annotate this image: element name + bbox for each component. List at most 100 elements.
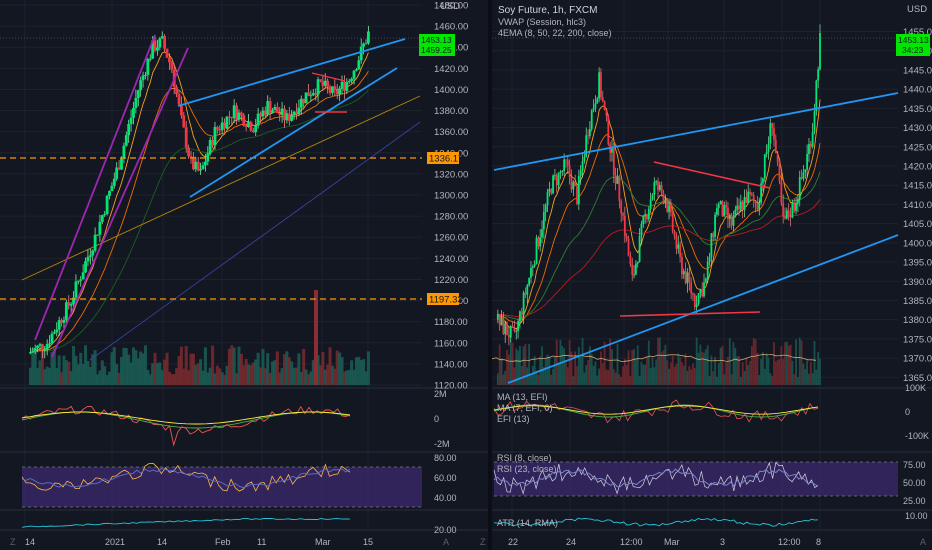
right-candle [622,213,624,216]
right-candle [710,233,713,258]
right-time-tick: 3 [720,537,725,547]
left-volume-bar [88,367,92,385]
left-volume-bar [230,345,234,385]
left-efi-ma2-line [21,411,351,425]
left-atr-line [21,517,351,528]
right-candle [809,143,812,147]
right-efi-tick-100k: 100K [905,383,926,393]
right-candle [557,172,560,186]
right-candle [568,165,571,178]
right-candle [813,111,816,133]
left-price-tick: 1380.00 [434,106,468,117]
left-candle [86,256,90,262]
left-candle [132,107,135,118]
right-volume-bar [579,355,582,385]
right-candle [600,72,602,98]
right-drawings[interactable] [492,37,899,384]
right-candle [526,285,529,295]
right-volume-bar [566,367,569,385]
right-volume-bar [734,347,737,385]
right-chart[interactable] [491,0,932,531]
left-volume-bar [201,370,205,385]
left-candle [304,92,308,104]
right-candle [655,181,658,183]
left-price-tick: 1320.00 [434,169,468,180]
left-drawings[interactable] [0,34,422,358]
right-volume-bar [581,337,584,385]
left-volume-bar [103,366,107,385]
left-ema-blue [89,121,421,361]
left-time-tick: Mar [315,537,331,547]
left-candle [218,129,222,131]
left-volume-bar [326,364,330,385]
right-volume-bar [546,354,549,385]
left-candle [28,352,32,354]
left-candle [275,107,279,113]
right-volume-bar [712,371,715,385]
right-candle [513,327,516,332]
left-chart[interactable] [0,0,488,531]
left-volume-bar [134,350,138,385]
right-time-tick: 24 [566,537,576,547]
right-candle [697,293,700,305]
right-candle [695,304,698,308]
right-candle [640,223,643,236]
left-price-tick: 1280.00 [434,212,468,223]
left-candle [232,105,236,119]
left-volume-bar [340,357,344,385]
right-volume-bar [808,373,810,385]
right-time-axis[interactable]: 22 24 12:00 Mar 3 12:00 8 [508,537,821,547]
right-time-tick: 12:00 [778,537,801,547]
left-zoom-icon[interactable]: Z [10,537,16,547]
right-ema-line [497,99,821,330]
right-last-price-tag [896,34,930,56]
left-volume-bar [359,359,363,385]
right-volume-bar [552,368,554,385]
right-candle [519,311,521,322]
left-last-price-2: 1459.25 [421,45,452,55]
right-rsi-label-1: RSI (8, close) [497,453,552,463]
left-auto-scale-icon[interactable]: A [443,537,449,547]
left-time-tick: 15 [363,537,373,547]
right-volume-bar [520,366,523,385]
right-volume-bar [784,342,786,385]
right-auto-scale-icon[interactable]: A [920,537,926,547]
right-price-axis[interactable]: 1455.001450.001445.001440.001435.001430.… [903,27,932,384]
left-candle [283,108,286,121]
right-candle [719,201,722,205]
right-candle [727,207,729,219]
right-volume-bar [671,356,674,385]
right-candle [601,97,604,102]
right-zoom-icon[interactable]: Z [480,537,486,547]
right-candle [603,101,606,110]
left-volume-bar [309,371,313,385]
left-volume-bar [122,347,126,385]
left-candles[interactable] [28,25,370,359]
right-volume-bar [620,376,623,385]
left-candle [84,261,87,273]
left-candle [251,130,255,133]
chart-divider[interactable] [488,0,492,550]
left-candle [225,116,229,129]
left-candle [367,31,370,44]
right-volume-bar [809,362,812,385]
right-atr-line [493,517,819,527]
right-volume-bar [776,359,779,385]
left-candle [76,280,80,282]
right-candles[interactable] [496,24,821,346]
left-candle [160,36,164,39]
left-time-axis[interactable]: 14 2021 14 Feb 11 Mar 15 [25,537,373,547]
left-unit-label: USD [440,1,460,12]
left-candle [50,333,54,344]
right-candle [776,153,779,163]
right-volume-bar [797,376,799,385]
right-volume-bar [695,337,698,385]
right-volume-bar [793,374,796,385]
left-candle [72,297,75,305]
right-volume-bar [590,353,593,385]
left-candle [338,88,342,95]
right-volume-bar [550,374,553,385]
left-volume-bar [215,365,219,385]
right-volume-bar [662,350,665,385]
right-price-tick: 1385.00 [903,296,932,307]
